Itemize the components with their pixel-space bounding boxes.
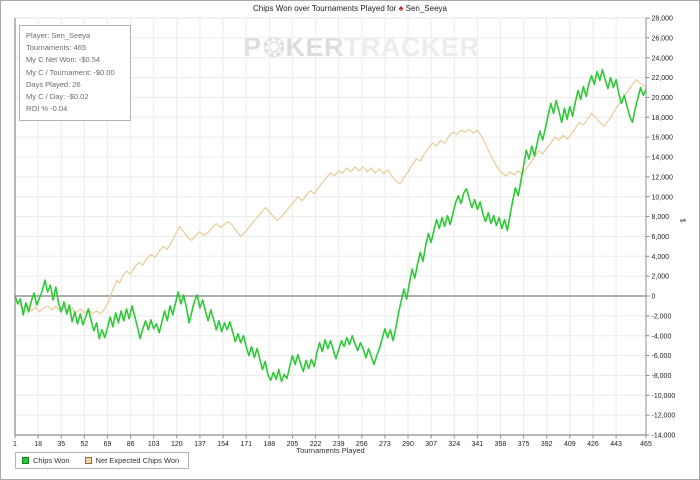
stat-days-played: Days Played: 26 — [26, 79, 81, 89]
chart-title: Chips Won over Tournaments Played for ♠ … — [1, 3, 699, 14]
y-axis-tick-label: 6,000 — [652, 234, 670, 241]
chips-won-swatch-icon — [22, 457, 29, 464]
stat-player: Player: Sen_Seeya — [26, 31, 91, 40]
stat-net-won: My C Net Won: -$0.54 — [26, 55, 101, 65]
y-axis-tick-label: 18,000 — [652, 115, 674, 122]
y-axis-tick-label: 10,000 — [652, 194, 674, 201]
y-axis-tick-label: 22,000 — [652, 75, 674, 82]
legend-item-chips-won: Chips Won — [22, 456, 70, 465]
x-axis-tick-label: 358 — [495, 441, 507, 448]
chart-title-text: Chips Won over Tournaments Played for — [253, 4, 397, 13]
x-axis-tick-label: 426 — [587, 441, 599, 448]
y-axis-tick-label: 20,000 — [652, 95, 674, 102]
legend-label-net-expected: Net Expected Chips Won — [95, 456, 180, 465]
y-axis-tick-label: -2,000 — [652, 313, 672, 320]
x-axis-tick-label: 137 — [194, 441, 206, 448]
stat-roi: ROI % -0.04 — [26, 104, 68, 114]
x-axis-tick-label: 18 — [34, 441, 42, 448]
x-axis-tick-label: 443 — [610, 441, 622, 448]
y-axis-tick-label: -14,000 — [652, 433, 676, 440]
stats-panel: Player: Sen_Seeya Tournaments: 465 My C … — [19, 25, 131, 122]
net-expected-swatch-icon — [84, 457, 92, 464]
series-net-expected-chips-won — [14, 78, 647, 315]
x-axis-tick-label: 154 — [217, 441, 229, 448]
series-chips-won — [14, 68, 647, 383]
y-axis-tick-label: 2,000 — [652, 274, 670, 281]
y-axis-tick-label: -8,000 — [652, 373, 672, 380]
x-axis-tick-label: 171 — [240, 441, 252, 448]
y-axis-tick-label: 8,000 — [652, 214, 670, 221]
x-axis-tick-label: 35 — [57, 441, 65, 448]
x-axis-tick-label: 205 — [287, 441, 299, 448]
y-axis-tick-label: 26,000 — [652, 35, 674, 42]
x-axis-tick-label: 69 — [104, 441, 112, 448]
x-axis-tick-label: 290 — [402, 441, 414, 448]
pokertracker-logo-icon: ♠ — [398, 3, 404, 13]
x-axis-tick-label: 239 — [333, 441, 345, 448]
x-axis-tick-label: 103 — [148, 441, 160, 448]
y-axis-tick-label: 12,000 — [652, 174, 674, 181]
x-axis-tick-label: 465 — [640, 441, 652, 448]
x-axis-tick-label: 341 — [472, 441, 484, 448]
watermark-text-tracker: TRACKER — [344, 32, 480, 62]
x-axis-tick-label: 307 — [425, 441, 437, 448]
y-axis-tick-label: 4,000 — [652, 254, 670, 261]
x-axis-tick-label: 188 — [263, 441, 275, 448]
x-axis-tick-label: 52 — [80, 441, 88, 448]
watermark-text-ker: KER — [285, 32, 345, 62]
x-axis-tick-label: 120 — [171, 441, 183, 448]
x-axis-tick-label: 222 — [310, 441, 322, 448]
watermark-text-p: P — [243, 32, 262, 62]
x-axis-tick-label: 256 — [356, 441, 368, 448]
x-axis-title: Tournaments Played — [296, 446, 365, 455]
y-axis-tick-label: -12,000 — [652, 413, 676, 420]
legend-item-net-expected: Net Expected Chips Won — [84, 456, 180, 465]
y-axis-tick-label: -6,000 — [652, 353, 672, 360]
y-axis-tick-label: 24,000 — [652, 55, 674, 62]
y-axis-unit-label: $ — [678, 218, 686, 223]
y-axis-tick-label: -10,000 — [652, 393, 676, 400]
stat-tournaments: Tournaments: 465 — [26, 43, 87, 53]
y-axis-tick-label: -4,000 — [652, 333, 672, 340]
player-name: Sen_Seeya — [405, 4, 447, 13]
x-axis-tick-label: 86 — [127, 441, 135, 448]
legend-label-chips-won: Chips Won — [33, 456, 70, 465]
chart-legend: Chips Won Net Expected Chips Won — [15, 452, 190, 469]
x-axis-tick-label: 392 — [541, 441, 553, 448]
x-axis-tick-label: 1 — [13, 441, 17, 448]
pokertracker-watermark: P KERTRACKER — [243, 32, 480, 63]
x-axis-tick-label: 273 — [379, 441, 391, 448]
y-axis-tick-label: 14,000 — [652, 155, 674, 162]
y-axis-tick-label: 16,000 — [652, 135, 674, 142]
stat-per-tournament: My C / Tournament: -$0.00 — [26, 67, 115, 77]
x-axis-tick-label: 409 — [564, 441, 576, 448]
x-axis-tick-label: 375 — [518, 441, 530, 448]
x-axis-tick-label: 324 — [448, 441, 460, 448]
y-axis-tick-label: 28,000 — [652, 16, 674, 23]
stat-per-day: My C / Day: -$0.02 — [26, 92, 89, 102]
y-axis-tick-label: 0 — [652, 294, 656, 301]
